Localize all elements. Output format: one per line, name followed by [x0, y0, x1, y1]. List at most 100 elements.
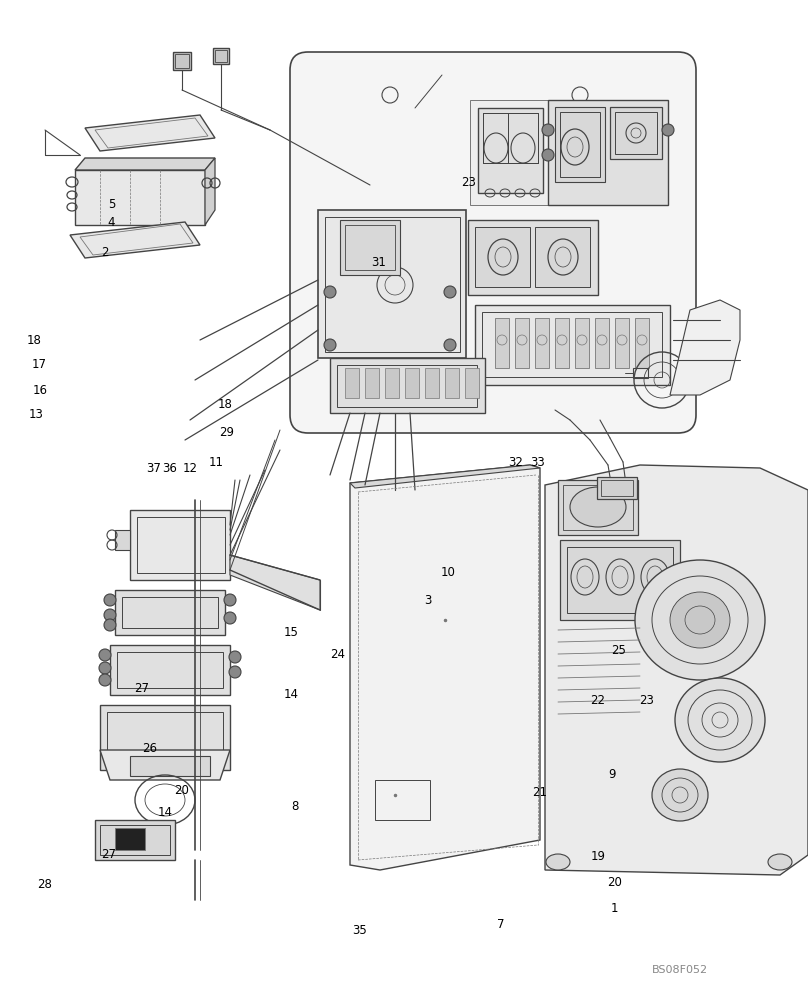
Ellipse shape [99, 662, 111, 674]
Polygon shape [350, 465, 540, 870]
Polygon shape [558, 480, 638, 535]
Polygon shape [100, 750, 230, 780]
Polygon shape [495, 318, 509, 368]
Polygon shape [610, 107, 662, 159]
Polygon shape [85, 115, 215, 151]
Polygon shape [615, 318, 629, 368]
Polygon shape [470, 100, 625, 205]
Ellipse shape [444, 339, 456, 351]
Text: 5: 5 [107, 198, 116, 212]
Ellipse shape [768, 854, 792, 870]
Ellipse shape [324, 286, 336, 298]
Polygon shape [75, 170, 205, 225]
Polygon shape [110, 645, 230, 695]
Polygon shape [478, 108, 543, 193]
Polygon shape [330, 358, 485, 413]
Polygon shape [597, 477, 637, 499]
Text: 24: 24 [330, 648, 345, 662]
Text: 37: 37 [146, 462, 161, 475]
Polygon shape [535, 318, 549, 368]
Text: 2: 2 [101, 245, 109, 258]
Polygon shape [115, 590, 225, 635]
Ellipse shape [542, 149, 554, 161]
Text: 22: 22 [591, 694, 605, 706]
Polygon shape [670, 300, 740, 395]
Text: 1: 1 [610, 902, 618, 914]
Ellipse shape [444, 286, 456, 298]
Text: 32: 32 [508, 456, 523, 468]
Text: 12: 12 [183, 462, 197, 475]
Ellipse shape [224, 594, 236, 606]
Text: 31: 31 [371, 256, 385, 269]
Text: 29: 29 [219, 426, 234, 438]
Text: 3: 3 [424, 593, 432, 606]
Ellipse shape [542, 124, 554, 136]
Polygon shape [230, 555, 320, 610]
Polygon shape [100, 705, 230, 770]
Ellipse shape [546, 854, 570, 870]
Text: 26: 26 [142, 742, 157, 754]
Ellipse shape [229, 651, 241, 663]
Polygon shape [548, 100, 668, 205]
Polygon shape [75, 158, 215, 170]
Text: 17: 17 [32, 359, 46, 371]
Text: 4: 4 [107, 216, 116, 229]
Text: 20: 20 [607, 876, 621, 890]
Text: 27: 27 [102, 848, 116, 861]
Text: 16: 16 [33, 383, 48, 396]
Polygon shape [535, 227, 590, 287]
Ellipse shape [99, 674, 111, 686]
Ellipse shape [104, 594, 116, 606]
Polygon shape [445, 368, 459, 398]
Text: 21: 21 [532, 786, 547, 798]
Polygon shape [205, 158, 215, 225]
Ellipse shape [652, 769, 708, 821]
Text: 15: 15 [284, 626, 298, 640]
Ellipse shape [635, 560, 765, 680]
Text: 25: 25 [611, 645, 625, 658]
Text: 10: 10 [441, 566, 456, 580]
Polygon shape [365, 368, 379, 398]
Polygon shape [465, 368, 479, 398]
Text: 35: 35 [352, 924, 367, 936]
Ellipse shape [104, 609, 116, 621]
Polygon shape [555, 318, 569, 368]
Polygon shape [405, 368, 419, 398]
Ellipse shape [224, 612, 236, 624]
Text: 14: 14 [158, 806, 173, 818]
Text: 14: 14 [284, 688, 298, 702]
Ellipse shape [104, 619, 116, 631]
Polygon shape [475, 305, 670, 385]
Ellipse shape [662, 124, 674, 136]
Text: 11: 11 [209, 456, 224, 468]
Ellipse shape [675, 678, 765, 762]
Ellipse shape [670, 592, 730, 648]
Polygon shape [115, 530, 130, 550]
Text: 13: 13 [29, 408, 44, 422]
Text: 23: 23 [639, 694, 654, 706]
Polygon shape [130, 756, 210, 776]
Text: 36: 36 [162, 462, 177, 475]
Text: 23: 23 [461, 176, 476, 188]
Text: 8: 8 [291, 800, 299, 812]
Text: 27: 27 [134, 682, 149, 694]
Text: BS08F052: BS08F052 [652, 965, 708, 975]
Ellipse shape [570, 487, 626, 527]
Polygon shape [595, 318, 609, 368]
Polygon shape [130, 510, 230, 580]
Text: 7: 7 [497, 918, 505, 930]
Text: 33: 33 [530, 456, 545, 468]
Text: 18: 18 [27, 334, 41, 347]
Text: 9: 9 [608, 768, 617, 782]
Polygon shape [575, 318, 589, 368]
Text: 20: 20 [175, 784, 189, 796]
Polygon shape [345, 368, 359, 398]
Polygon shape [173, 52, 191, 70]
Polygon shape [555, 107, 605, 182]
Polygon shape [635, 318, 649, 368]
Text: 28: 28 [37, 879, 52, 892]
Polygon shape [340, 220, 400, 275]
Polygon shape [350, 465, 540, 488]
Text: 18: 18 [217, 398, 232, 412]
Polygon shape [425, 368, 439, 398]
